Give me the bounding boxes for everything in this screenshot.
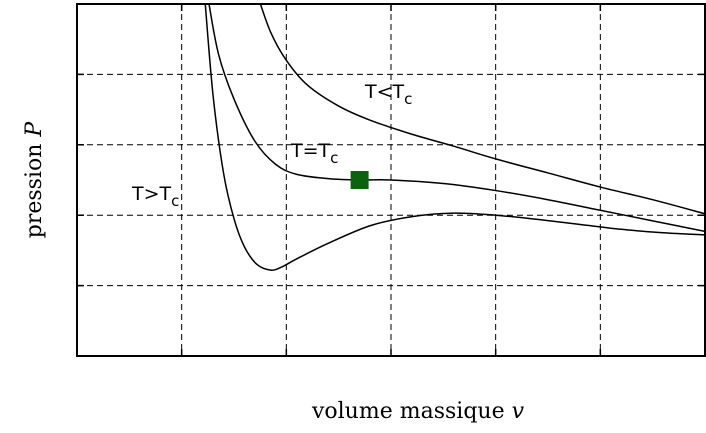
axis-ticks [77,4,705,356]
plot-frame [76,3,706,357]
isotherm-curves [204,4,705,271]
isotherm-above-critical-line [204,4,705,271]
isotherm-below-critical-line [259,4,705,215]
critical-point-marker [350,171,369,189]
x-axis-title: volume massique v [311,399,525,424]
isotherm-above-critical-label-subscript: c [171,192,179,210]
y-axis-title-text: pression [22,144,47,239]
critical-point-layer [350,171,369,189]
isotherm-critical-label-subscript: c [330,149,338,167]
curve-labels: T<TcT=TcT>Tc [131,81,412,210]
isotherm-above-critical-label-main: T>T [131,183,172,205]
isotherm-critical-label-main: T=T [290,140,331,162]
x-axis-variable: v [512,399,525,424]
y-axis-variable: P [22,121,47,138]
isotherm-below-critical-label-subscript: c [404,90,412,108]
y-axis-title: pression P [22,121,47,239]
grid-lines [77,4,705,356]
isotherm-below-critical-label: T<Tc [364,81,412,108]
isotherm-critical-line [208,4,705,233]
isotherm-above-critical-label: T>Tc [131,183,179,210]
isotherm-below-critical-label-main: T<T [364,81,405,103]
isotherm-critical-label: T=Tc [290,140,338,167]
x-axis-title-text: volume massique [311,399,505,424]
